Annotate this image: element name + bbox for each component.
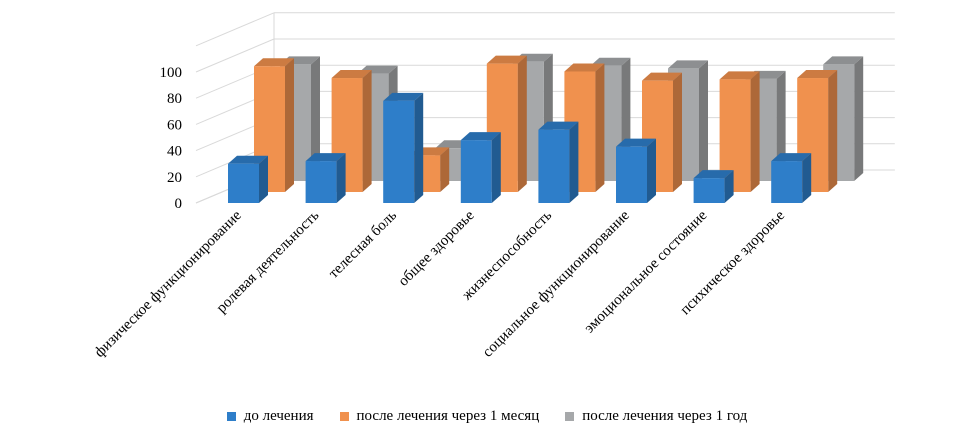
legend-item-2: после лечения через 1 месяц <box>339 408 540 425</box>
bar-top <box>538 121 579 130</box>
bar-side <box>828 70 838 192</box>
legend-swatch-3 <box>565 412 575 421</box>
bar-top <box>383 92 424 101</box>
bar-top <box>642 72 682 81</box>
bar-top <box>305 153 346 162</box>
y-tick-label: 40 <box>167 144 182 160</box>
bar-top <box>823 56 864 65</box>
bar-top <box>254 58 294 67</box>
bar-1-1 <box>228 163 259 203</box>
x-category-label: телесная боль <box>326 207 400 281</box>
bar-side <box>699 60 708 182</box>
gridline-side <box>195 12 275 47</box>
bar-side <box>311 56 320 181</box>
bar-side <box>491 132 501 203</box>
bar-side <box>750 71 760 192</box>
bar-side <box>285 58 294 192</box>
bar-1-3 <box>383 100 415 203</box>
legend-item-3: после лечения через 1 год <box>565 408 747 425</box>
bar-side <box>724 170 734 203</box>
bar-1-4 <box>460 140 492 203</box>
bar-top <box>486 55 527 64</box>
bar-top <box>771 153 812 162</box>
gridline-side <box>195 38 275 73</box>
bar-side <box>673 72 682 192</box>
bar-top <box>331 70 372 79</box>
y-tick-label: 80 <box>167 91 182 107</box>
legend-label-1: до лечения <box>243 408 314 424</box>
bar-side <box>440 147 450 192</box>
x-category-label: эмоциональное состояние <box>581 207 710 336</box>
bar-1-6 <box>616 146 647 203</box>
legend-swatch-1 <box>226 412 236 421</box>
bar-side <box>647 138 656 203</box>
bar-1-2 <box>305 161 337 203</box>
bar-side <box>259 155 268 203</box>
bar-1-8 <box>771 161 803 203</box>
x-category-label: социальное функционирование <box>480 207 633 360</box>
bar-side <box>336 153 346 203</box>
bar-top <box>228 155 268 164</box>
bar-top <box>668 60 708 69</box>
bar-side <box>854 56 864 181</box>
legend-swatch-2 <box>339 412 349 421</box>
bar-top <box>460 132 501 141</box>
bar-top <box>564 63 605 72</box>
bar-1-7 <box>693 178 725 203</box>
bar-top <box>616 138 656 147</box>
bar-side <box>802 153 812 203</box>
bar-top <box>719 71 760 80</box>
y-tick-label: 60 <box>167 117 182 133</box>
y-tick-label: 0 <box>175 196 183 212</box>
y-tick-label: 20 <box>167 170 182 186</box>
legend-item-1: до лечения <box>226 408 314 425</box>
bar-side <box>362 70 372 192</box>
legend-label-2: после лечения через 1 месяц <box>356 408 540 424</box>
y-tick-label: 100 <box>160 65 183 81</box>
bar-side <box>595 63 605 193</box>
legend: до лечения после лечения через 1 месяц п… <box>0 408 974 425</box>
bar-top <box>797 70 838 79</box>
x-category-label: физическое функционирование <box>92 207 245 360</box>
legend-label-3: после лечения через 1 год <box>582 408 748 424</box>
bar-side <box>517 55 527 193</box>
bar-side <box>569 121 579 203</box>
bar-1-5 <box>538 129 570 203</box>
x-category-label: общее здоровье <box>396 207 478 289</box>
bar-top <box>693 170 734 179</box>
bar-side <box>414 92 424 203</box>
